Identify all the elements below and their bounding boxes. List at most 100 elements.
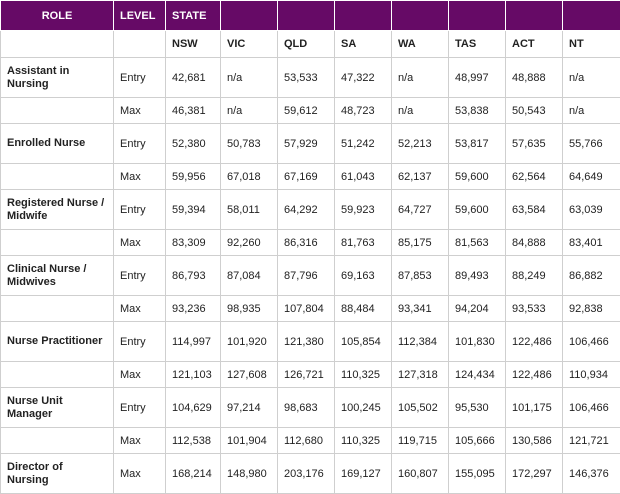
value-cell: 172,297 [506,454,563,494]
value-cell: 100,245 [335,388,392,428]
value-cell: 105,502 [392,388,449,428]
value-cell: 93,341 [392,296,449,322]
value-cell: 87,796 [278,256,335,296]
value-cell: 46,381 [166,98,221,124]
value-cell: 57,929 [278,124,335,164]
value-cell: 122,486 [506,322,563,362]
level-cell: Max [114,296,166,322]
header-cell [506,1,563,31]
empty-cell [1,98,114,124]
value-cell: 48,997 [449,58,506,98]
value-cell: 50,543 [506,98,563,124]
value-cell: 93,533 [506,296,563,322]
value-cell: n/a [563,58,620,98]
value-cell: 124,434 [449,362,506,388]
value-cell: 130,586 [506,428,563,454]
header-cell [563,1,620,31]
value-cell: 55,766 [563,124,620,164]
value-cell: 81,563 [449,230,506,256]
empty-cell [1,31,114,58]
value-cell: 63,039 [563,190,620,230]
state-cell: QLD [278,31,335,58]
value-cell: 98,683 [278,388,335,428]
value-cell: 112,384 [392,322,449,362]
header-row: ROLE LEVEL STATE [1,1,620,31]
value-cell: 121,103 [166,362,221,388]
value-cell: 106,466 [563,322,620,362]
value-cell: 61,043 [335,164,392,190]
value-cell: 63,584 [506,190,563,230]
value-cell: 160,807 [392,454,449,494]
value-cell: 52,213 [392,124,449,164]
value-cell: 101,920 [221,322,278,362]
role-cell: Clinical Nurse / Midwives [1,256,114,296]
value-cell: 203,176 [278,454,335,494]
value-cell: 92,838 [563,296,620,322]
empty-cell [1,164,114,190]
value-cell: 119,715 [392,428,449,454]
header-cell [335,1,392,31]
level-cell: Entry [114,256,166,296]
value-cell: 93,236 [166,296,221,322]
value-cell: 84,888 [506,230,563,256]
empty-cell [1,362,114,388]
value-cell: 64,649 [563,164,620,190]
value-cell: 101,830 [449,322,506,362]
value-cell: 42,681 [166,58,221,98]
value-cell: 110,934 [563,362,620,388]
level-cell: Entry [114,190,166,230]
header-cell: STATE [166,1,221,31]
empty-cell [1,296,114,322]
value-cell: 105,854 [335,322,392,362]
role-cell: Nurse Practitioner [1,322,114,362]
value-cell: 86,882 [563,256,620,296]
value-cell: 67,169 [278,164,335,190]
value-cell: 83,309 [166,230,221,256]
value-cell: 98,935 [221,296,278,322]
level-cell: Entry [114,322,166,362]
value-cell: 94,204 [449,296,506,322]
value-cell: n/a [221,98,278,124]
header-cell: ROLE [1,1,114,31]
value-cell: 62,137 [392,164,449,190]
level-cell: Max [114,454,166,494]
role-cell: Assistant in Nursing [1,58,114,98]
role-cell: Nurse Unit Manager [1,388,114,428]
state-cell: VIC [221,31,278,58]
value-cell: 48,723 [335,98,392,124]
role-cell: Enrolled Nurse [1,124,114,164]
value-cell: 146,376 [563,454,620,494]
value-cell: 114,997 [166,322,221,362]
value-cell: 88,484 [335,296,392,322]
state-cell: TAS [449,31,506,58]
header-cell [278,1,335,31]
value-cell: 168,214 [166,454,221,494]
state-cell: NSW [166,31,221,58]
header-cell [449,1,506,31]
state-cell: SA [335,31,392,58]
value-cell: n/a [221,58,278,98]
level-cell: Entry [114,388,166,428]
value-cell: 53,533 [278,58,335,98]
value-cell: 59,923 [335,190,392,230]
value-cell: 53,838 [449,98,506,124]
value-cell: 51,242 [335,124,392,164]
header-cell: LEVEL [114,1,166,31]
value-cell: 121,380 [278,322,335,362]
header-cell [392,1,449,31]
value-cell: 83,401 [563,230,620,256]
value-cell: 59,394 [166,190,221,230]
value-cell: 64,292 [278,190,335,230]
empty-cell [1,230,114,256]
value-cell: n/a [563,98,620,124]
